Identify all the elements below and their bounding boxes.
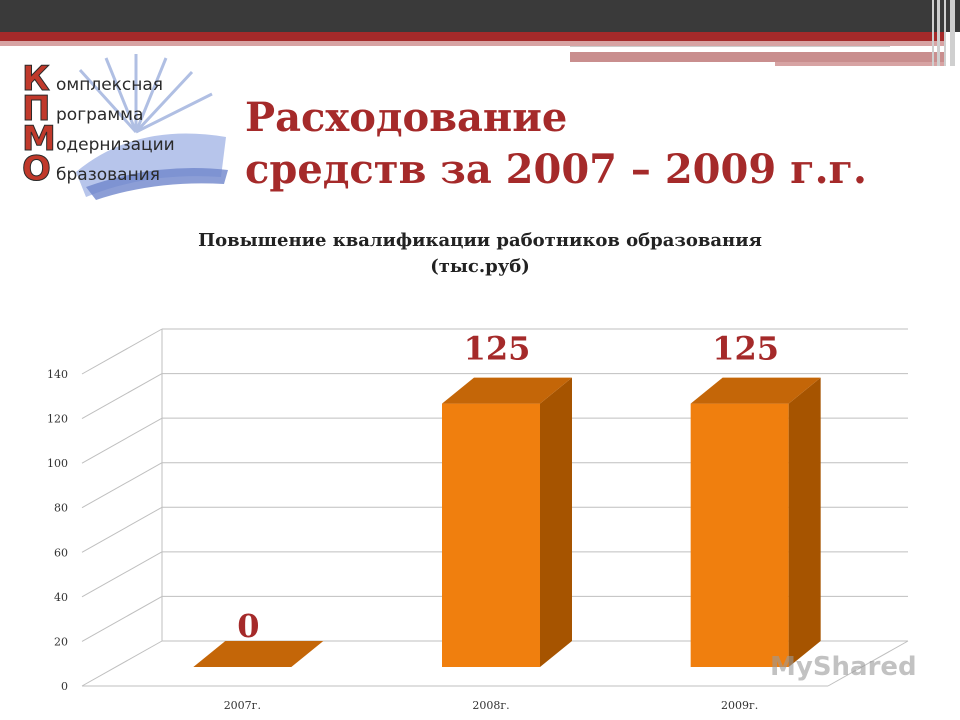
- floor-right-edge: [827, 640, 909, 687]
- y-tick-label: 120: [47, 413, 68, 426]
- bar-top: [193, 641, 324, 667]
- top-pink-band-2: [570, 52, 945, 62]
- bar-top: [442, 377, 572, 404]
- y-tick-label: 80: [54, 502, 68, 515]
- y-tick-label: 60: [54, 546, 68, 559]
- x-tick-label: 2008г.: [472, 699, 509, 712]
- gridline-side: [81, 373, 163, 420]
- decorative-lines: [930, 0, 960, 66]
- chart-title-line2: (тыс.руб): [430, 256, 530, 277]
- top-pink-band-3: [775, 62, 945, 66]
- bar-side: [788, 377, 821, 667]
- logo-word: омплексная: [56, 75, 164, 95]
- chart-title: Повышение квалификации работников образо…: [0, 228, 960, 280]
- slide-title-line1: Расходование: [245, 94, 568, 141]
- gridline-side: [81, 640, 163, 687]
- x-tick-label: 2007г.: [224, 699, 261, 712]
- data-label: 125: [712, 330, 779, 368]
- top-pink-band: [0, 41, 945, 46]
- data-label: 0: [237, 607, 259, 645]
- slide-title-line2: средств за 2007 – 2009 г.г.: [245, 146, 867, 193]
- gridline-side: [81, 595, 163, 642]
- gridline-side: [81, 328, 163, 375]
- bar-front: [442, 403, 540, 667]
- y-tick-label: 20: [54, 635, 68, 648]
- gridline-side: [81, 506, 163, 553]
- logo-letter: О: [22, 149, 52, 189]
- slide-title: Расходование средств за 2007 – 2009 г.г.: [245, 92, 867, 196]
- gridline-side: [81, 551, 163, 598]
- y-tick-label: 40: [54, 591, 68, 604]
- logo-sunburst-icon: [76, 54, 228, 200]
- program-logo: К П М О омплексная рограмма одернизации …: [16, 52, 236, 202]
- top-bar: [0, 0, 960, 32]
- logo-letter: К: [22, 59, 51, 99]
- logo-word: рограмма: [56, 105, 144, 125]
- y-tick-label: 0: [61, 680, 68, 693]
- top-divider: [570, 46, 890, 51]
- logo-letter: М: [22, 119, 57, 159]
- top-red-band: [0, 32, 945, 41]
- data-label: 125: [464, 330, 531, 368]
- watermark: MyShared: [770, 652, 917, 682]
- logo-word: одернизации: [56, 135, 175, 155]
- bar-front: [690, 403, 789, 667]
- chart-title-line1: Повышение квалификации работников образо…: [198, 230, 762, 251]
- bar-side: [540, 377, 572, 667]
- gridline-side: [81, 417, 163, 464]
- y-tick-label: 100: [47, 457, 68, 470]
- x-tick-label: 2009г.: [721, 699, 758, 712]
- gridline-side: [81, 462, 163, 509]
- y-tick-label: 140: [47, 368, 68, 381]
- logo-letter: П: [22, 89, 51, 129]
- bar-top: [690, 377, 821, 404]
- logo-word: бразования: [56, 165, 160, 185]
